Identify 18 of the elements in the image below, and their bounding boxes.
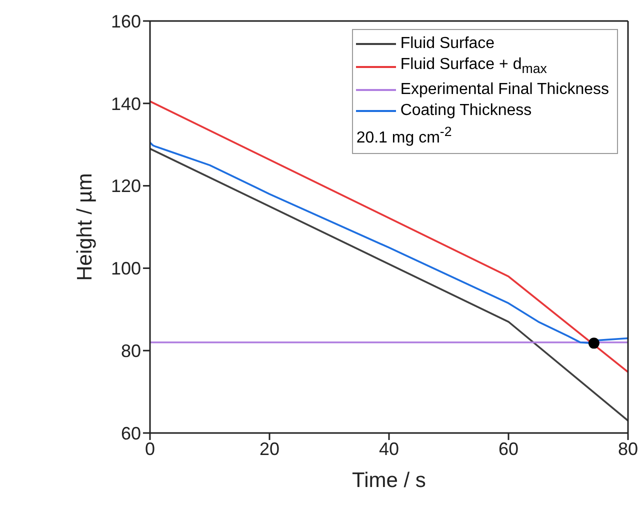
x-tick-label: 0: [144, 438, 156, 459]
legend-label: Fluid Surface + d$_{max}$: [400, 55, 547, 78]
y-tick-label: 100: [110, 258, 141, 279]
x-axis-title: Time / s: [352, 469, 426, 492]
x-tick-label: 60: [498, 438, 519, 459]
legend-label: Fluid Surface: [400, 34, 495, 54]
annotation: 20.1 mg cm$^{-2}$: [356, 123, 453, 149]
y-axis-title: Height / µm: [73, 173, 96, 281]
legend-label: Experimental Final Thickness: [400, 80, 609, 100]
y-tick-label: 120: [110, 176, 141, 196]
y-tick-label: 140: [110, 94, 141, 114]
y-tick-label: 60: [120, 423, 141, 444]
y-tick-label: 160: [110, 11, 141, 32]
x-tick-label: 40: [378, 438, 400, 459]
x-tick-label: 80: [618, 438, 638, 459]
legend-label: Coating Thickness: [400, 101, 532, 122]
x-tick-label: 20: [259, 438, 280, 459]
y-tick-label: 80: [120, 340, 141, 361]
